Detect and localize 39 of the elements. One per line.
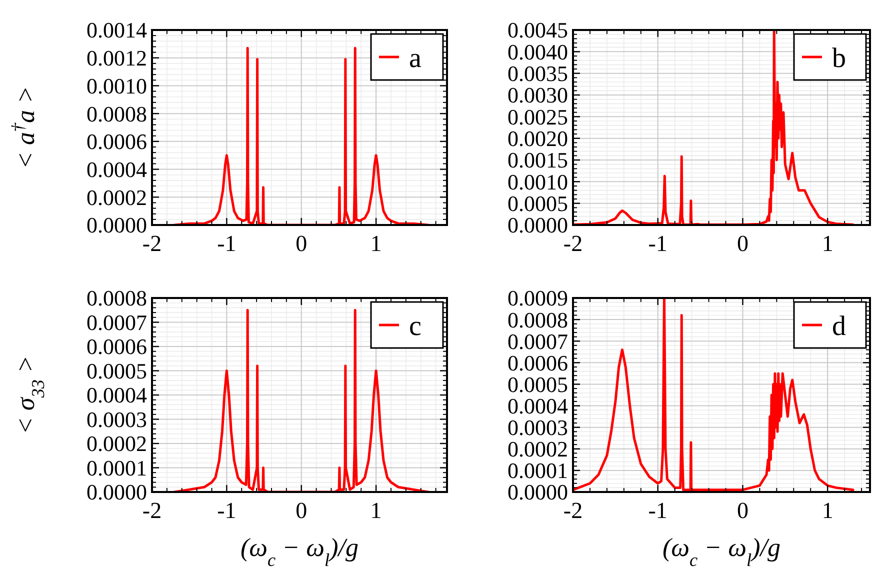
x-tick-label: 1	[370, 498, 382, 523]
y-tick-label: 0.0014	[86, 18, 147, 43]
y-tick-label: 0.0008	[86, 286, 147, 311]
x-tick-label: 0	[296, 498, 308, 523]
legend-label: b	[832, 42, 846, 74]
x-tick-label: 0	[296, 231, 308, 256]
x-tick-label: -1	[217, 231, 236, 256]
y-tick-label: 0.0008	[86, 101, 147, 126]
y-tick-label: 0.0007	[86, 310, 147, 335]
y-tick-label: 0.0003	[86, 406, 147, 432]
y-tick-label: 0.0005	[86, 358, 147, 384]
y-tick-label: 0.0002	[86, 184, 147, 210]
x-tick-label: -1	[648, 231, 668, 256]
line-series	[173, 308, 430, 492]
x-tick-label: 1	[822, 231, 834, 256]
legend-label: a	[409, 42, 422, 74]
y-tick-label: 0.0000	[86, 212, 147, 238]
y-tick-label: 0.0010	[86, 73, 147, 98]
x-tick-label: -1	[217, 498, 236, 523]
y-tick-label: 0.0001	[86, 455, 147, 480]
y-tick-label: 0.0002	[86, 431, 147, 456]
y-tick-label: 0.0000	[86, 480, 147, 505]
y-tick-label: 0.0012	[86, 46, 147, 71]
line-series	[173, 46, 430, 225]
y-tick-label: 0.0004	[86, 156, 147, 182]
legend-label: c	[409, 310, 422, 342]
y-tick-label: 0.0006	[86, 334, 147, 360]
legend-label: d	[832, 310, 846, 342]
x-tick-label: 0	[736, 498, 748, 523]
x-tick-label: -1	[648, 498, 668, 523]
x-tick-label: 1	[822, 498, 834, 523]
y-tick-label: 0.0004	[86, 382, 147, 408]
x-tick-label: 1	[370, 231, 382, 256]
x-tick-label: 0	[736, 231, 748, 256]
x-axis-title: (ω$_{c}$ − ω$_{l}$)/g	[662, 533, 780, 570]
line-series	[573, 298, 854, 492]
y-tick-label: 0.0006	[86, 129, 147, 154]
x-axis-title: (ω$_{c}$ − ω$_{l}$)/g	[240, 533, 358, 570]
line-series	[573, 30, 854, 225]
